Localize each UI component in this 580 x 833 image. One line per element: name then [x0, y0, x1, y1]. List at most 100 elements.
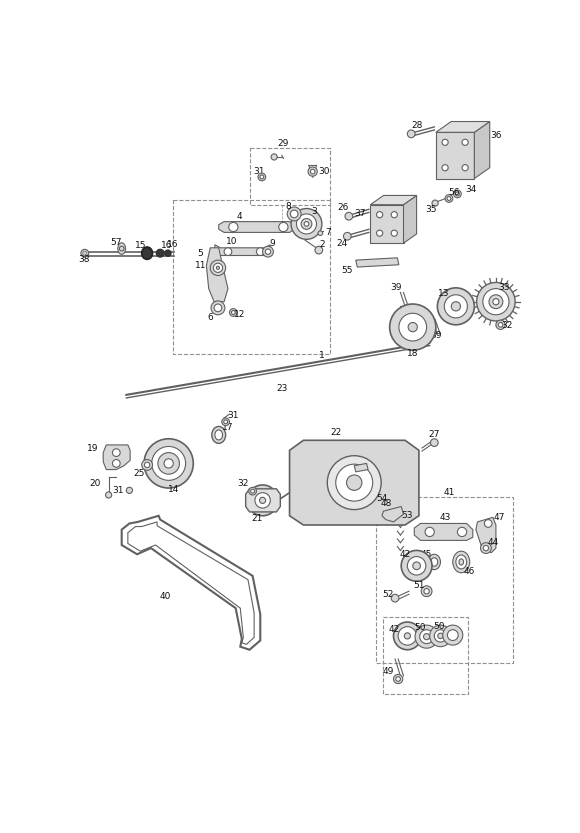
Text: 10: 10 — [226, 237, 238, 246]
Circle shape — [119, 247, 124, 251]
Text: 5: 5 — [197, 249, 203, 258]
Circle shape — [126, 487, 132, 493]
Circle shape — [252, 491, 273, 511]
Circle shape — [106, 492, 112, 498]
Circle shape — [327, 456, 381, 510]
Text: 28: 28 — [411, 121, 422, 130]
Ellipse shape — [456, 555, 467, 569]
Text: 19: 19 — [88, 443, 99, 452]
Circle shape — [255, 492, 270, 508]
Circle shape — [287, 207, 301, 221]
Circle shape — [224, 247, 232, 256]
Polygon shape — [371, 205, 404, 243]
Circle shape — [224, 420, 227, 424]
Circle shape — [425, 527, 434, 536]
Circle shape — [390, 304, 436, 350]
Text: 22: 22 — [330, 428, 342, 437]
Polygon shape — [474, 122, 490, 178]
Polygon shape — [289, 441, 419, 525]
Text: 23: 23 — [276, 384, 288, 393]
Text: 21: 21 — [252, 514, 263, 522]
Text: 7: 7 — [325, 228, 331, 237]
Circle shape — [454, 190, 461, 197]
Polygon shape — [436, 132, 474, 178]
Text: 54: 54 — [376, 494, 387, 503]
Ellipse shape — [453, 551, 470, 573]
Text: 43: 43 — [440, 513, 451, 521]
Circle shape — [210, 260, 226, 276]
Polygon shape — [103, 445, 130, 470]
Text: 39: 39 — [430, 331, 441, 340]
Ellipse shape — [142, 247, 153, 259]
Circle shape — [445, 195, 453, 202]
Bar — [383, 617, 468, 695]
Circle shape — [462, 165, 468, 171]
Text: 6: 6 — [208, 313, 213, 322]
Polygon shape — [476, 517, 496, 553]
Circle shape — [483, 544, 491, 552]
Text: 30: 30 — [318, 167, 330, 176]
Circle shape — [336, 464, 373, 501]
Circle shape — [222, 418, 230, 426]
Circle shape — [407, 130, 415, 137]
Polygon shape — [436, 122, 490, 132]
Text: 51: 51 — [413, 581, 425, 590]
Circle shape — [432, 200, 438, 207]
Circle shape — [443, 625, 463, 645]
Text: 34: 34 — [466, 185, 477, 194]
Text: 47: 47 — [494, 513, 505, 521]
Circle shape — [451, 302, 461, 311]
Circle shape — [301, 218, 312, 229]
Polygon shape — [246, 489, 280, 512]
Circle shape — [343, 232, 351, 240]
Text: 29: 29 — [278, 139, 289, 148]
Text: 31: 31 — [253, 167, 264, 176]
Circle shape — [438, 633, 443, 639]
Circle shape — [265, 249, 271, 254]
Bar — [249, 147, 331, 206]
Circle shape — [213, 263, 223, 272]
Ellipse shape — [431, 558, 438, 566]
Circle shape — [447, 630, 458, 641]
Polygon shape — [219, 222, 295, 232]
Text: 12: 12 — [234, 310, 245, 319]
Circle shape — [152, 446, 186, 481]
Text: 11: 11 — [195, 261, 206, 270]
Circle shape — [498, 322, 503, 327]
Circle shape — [434, 630, 447, 642]
Circle shape — [346, 475, 362, 491]
Text: 24: 24 — [336, 239, 347, 247]
Circle shape — [318, 231, 322, 236]
Circle shape — [345, 212, 353, 220]
Text: 40: 40 — [159, 592, 171, 601]
Text: 42: 42 — [389, 626, 400, 634]
Circle shape — [496, 320, 505, 329]
Circle shape — [291, 208, 322, 239]
Circle shape — [408, 322, 418, 332]
Polygon shape — [414, 523, 473, 541]
Circle shape — [251, 489, 255, 493]
Circle shape — [430, 625, 451, 646]
Circle shape — [258, 173, 266, 181]
Circle shape — [310, 169, 315, 174]
Ellipse shape — [215, 430, 223, 440]
Text: 49: 49 — [382, 666, 394, 676]
Circle shape — [430, 439, 438, 446]
Bar — [172, 200, 331, 354]
Text: 57: 57 — [111, 238, 122, 247]
Text: 17: 17 — [222, 422, 234, 431]
Circle shape — [214, 304, 222, 312]
Text: 25: 25 — [134, 469, 145, 478]
Circle shape — [424, 589, 429, 594]
Circle shape — [308, 167, 317, 177]
Text: 33: 33 — [498, 283, 509, 292]
Circle shape — [493, 298, 499, 305]
Text: 32: 32 — [238, 479, 249, 488]
Circle shape — [423, 634, 430, 640]
Circle shape — [113, 449, 120, 456]
Circle shape — [404, 633, 411, 639]
Circle shape — [83, 252, 86, 255]
Circle shape — [391, 230, 397, 237]
Text: 14: 14 — [168, 485, 180, 494]
Circle shape — [413, 562, 420, 570]
